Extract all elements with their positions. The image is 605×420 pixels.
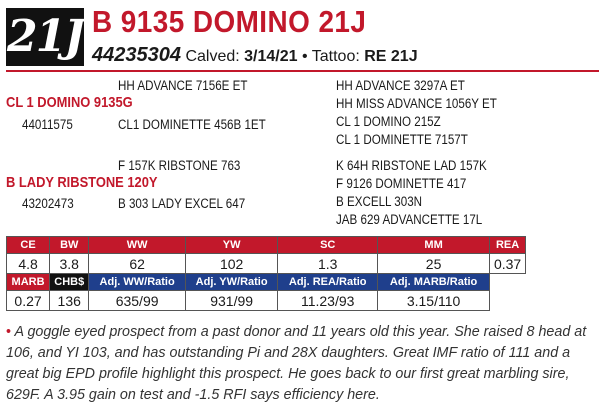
dam-dam-sire: B EXCELL 303N bbox=[336, 194, 423, 209]
empty-cell bbox=[490, 291, 526, 311]
header-divider bbox=[6, 70, 599, 72]
value-adj-ww: 635/99 bbox=[88, 290, 186, 311]
epd-value-yw: 102 bbox=[184, 253, 279, 274]
header-adj-marb: Adj. MARB/Ratio bbox=[377, 273, 491, 291]
tattoo-label: Tattoo: bbox=[311, 48, 360, 65]
epd-value-bw: 3.8 bbox=[49, 253, 90, 274]
sire-dam: CL1 DOMINETTE 456B 1ET bbox=[118, 117, 266, 132]
epd-header-row: CE BW WW YW SC MM REA bbox=[5, 236, 526, 254]
ratio-value-row: 0.27 136 635/99 931/99 11.23/93 3.15/110 bbox=[5, 290, 526, 311]
separator: • bbox=[301, 48, 308, 65]
epd-header-ce: CE bbox=[5, 236, 51, 254]
dam-name: B LADY RIBSTONE 120Y bbox=[6, 174, 158, 191]
description-paragraph: • A goggle eyed prospect from a past don… bbox=[6, 322, 602, 406]
value-adj-rea: 11.23/93 bbox=[277, 290, 379, 311]
dam-dam-dam: JAB 629 ADVANCETTE 17L bbox=[336, 212, 483, 227]
epd-value-row: 4.8 3.8 62 102 1.3 25 0.37 bbox=[5, 253, 526, 274]
epd-value-sc: 1.3 bbox=[277, 253, 379, 274]
sire-sire: HH ADVANCE 7156E ET bbox=[118, 78, 248, 93]
value-adj-marb: 3.15/110 bbox=[377, 290, 491, 311]
dam-sire-sire: K 64H RIBSTONE LAD 157K bbox=[336, 158, 487, 173]
epd-value-ww: 62 bbox=[88, 253, 186, 274]
dam-sire: F 157K RIBSTONE 763 bbox=[118, 158, 241, 173]
dam-registration: 43202473 bbox=[22, 196, 74, 211]
sire-dam-dam: CL 1 DOMINETTE 7157T bbox=[336, 132, 468, 147]
lot-number-badge: 21J bbox=[6, 8, 85, 66]
registration-number: 44235304 bbox=[92, 44, 181, 66]
epd-value-ce: 4.8 bbox=[5, 253, 51, 274]
header-adj-ww: Adj. WW/Ratio bbox=[88, 273, 186, 291]
value-adj-yw: 931/99 bbox=[184, 290, 279, 311]
sire-dam-sire: CL 1 DOMINO 215Z bbox=[336, 114, 441, 129]
epd-header-bw: BW bbox=[49, 236, 90, 254]
value-chb: 136 bbox=[49, 290, 90, 311]
calved-value: 3/14/21 bbox=[244, 48, 298, 65]
epd-header-mm: MM bbox=[377, 236, 491, 254]
epd-value-mm: 25 bbox=[377, 253, 491, 274]
sire-registration: 44011575 bbox=[22, 117, 73, 132]
header-adj-yw: Adj. YW/Ratio bbox=[184, 273, 279, 291]
animal-name: B 9135 DOMINO 21J bbox=[92, 4, 367, 39]
epd-value-rea: 0.37 bbox=[489, 253, 526, 274]
epd-header-ww: WW bbox=[88, 236, 186, 254]
empty-cell bbox=[489, 273, 526, 291]
ratio-header-row: MARB CHB$ Adj. WW/Ratio Adj. YW/Ratio Ad… bbox=[5, 273, 526, 291]
sire-sire-sire: HH ADVANCE 3297A ET bbox=[336, 78, 465, 93]
bullet: • bbox=[6, 324, 12, 340]
sire-sire-dam: HH MISS ADVANCE 1056Y ET bbox=[336, 96, 497, 111]
tattoo-value: RE 21J bbox=[364, 48, 418, 65]
epd-table: CE BW WW YW SC MM REA 4.8 3.8 62 102 1.3… bbox=[5, 236, 526, 311]
animal-details: 44235304 Calved: 3/14/21 • Tattoo: RE 21… bbox=[92, 44, 418, 67]
sire-name: CL 1 DOMINO 9135G bbox=[6, 94, 133, 111]
header-marb: MARB bbox=[5, 273, 51, 291]
epd-header-sc: SC bbox=[277, 236, 379, 254]
header-adj-rea: Adj. REA/Ratio bbox=[277, 273, 379, 291]
dam-sire-dam: F 9126 DOMINETTE 417 bbox=[336, 176, 467, 191]
description-text: A goggle eyed prospect from a past donor… bbox=[6, 324, 587, 403]
calved-label: Calved: bbox=[185, 48, 240, 65]
epd-header-yw: YW bbox=[184, 236, 279, 254]
value-marb: 0.27 bbox=[5, 290, 51, 311]
epd-header-rea: REA bbox=[489, 236, 526, 254]
dam-dam: B 303 LADY EXCEL 647 bbox=[118, 196, 246, 211]
header-chb: CHB$ bbox=[49, 273, 90, 291]
